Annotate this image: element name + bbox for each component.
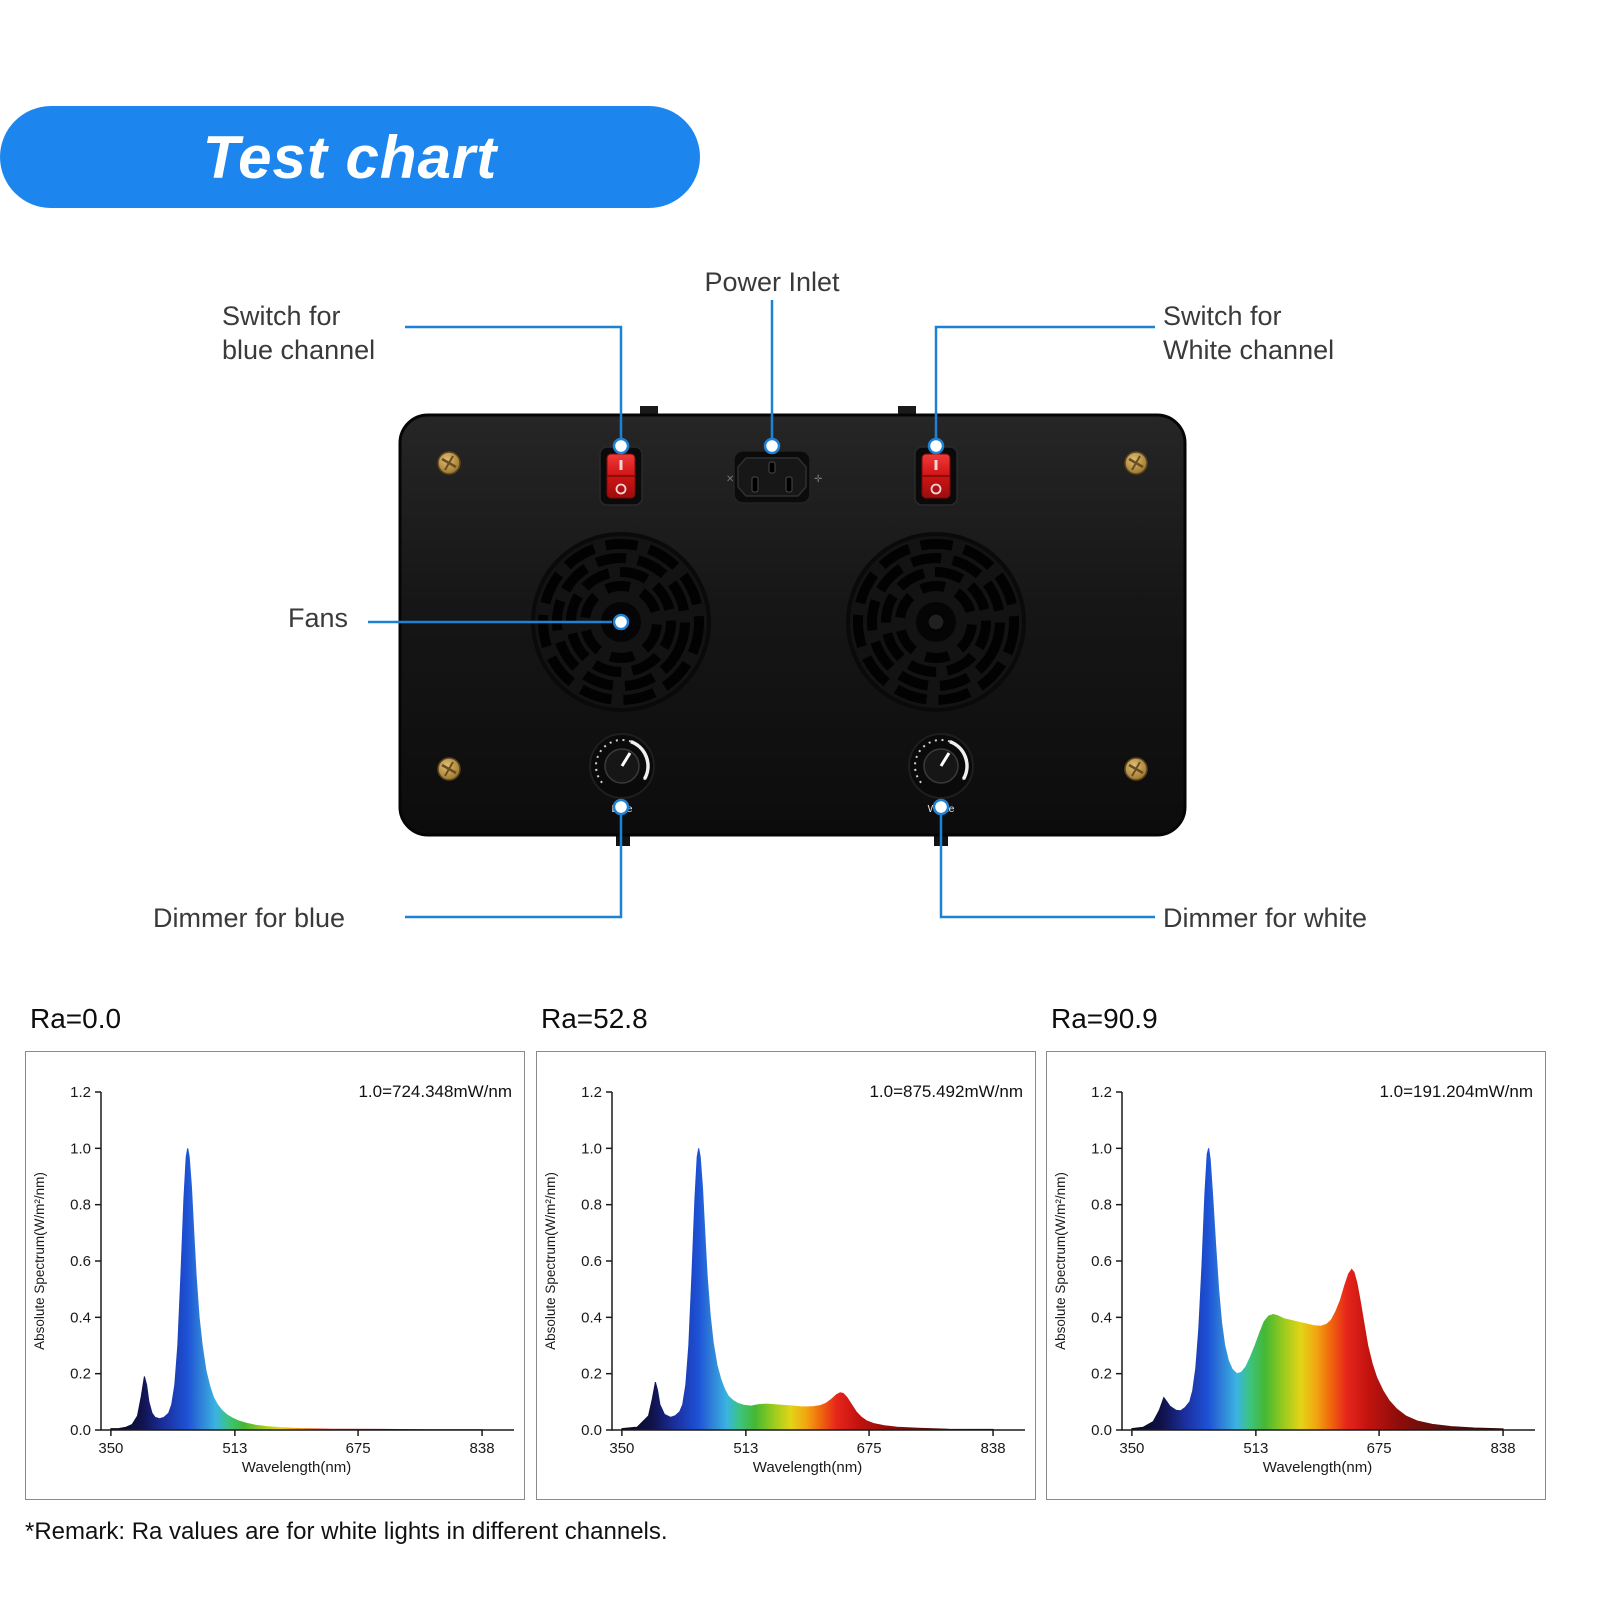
- x-tick-label: 350: [609, 1440, 634, 1457]
- y-tick-label: 0.4: [581, 1309, 602, 1326]
- chart-annotation: 1.0=191.204mW/nm: [1379, 1082, 1533, 1101]
- y-tick-label: 0.8: [581, 1197, 602, 1214]
- x-tick-label: 675: [346, 1440, 371, 1457]
- device-diagram: ✕ ✛: [368, 300, 1187, 919]
- axes: [611, 1092, 1025, 1431]
- x-axis-label: Wavelength(nm): [242, 1459, 351, 1476]
- y-axis-label: Absolute Spectrum(W/m²/nm): [32, 1172, 47, 1350]
- spectrum-area: [110, 1148, 483, 1431]
- x-tick-label: 675: [857, 1440, 882, 1457]
- y-tick-label: 0.6: [1091, 1253, 1112, 1270]
- chart-panel: 0.0 0.2 0.4 0.6 0.8 1.0 1.2 350 513 675 838 Absolut…: [1046, 1051, 1546, 1500]
- screw-icon: [1124, 451, 1148, 475]
- label-power-inlet: Power Inlet: [704, 267, 840, 297]
- label-switch-white-line1: Switch for: [1163, 301, 1282, 331]
- white-channel-switch: [914, 446, 958, 506]
- y-tick-label: 0.0: [70, 1422, 91, 1439]
- callout-dot: [612, 798, 630, 816]
- chart-block-3: Ra=90.9 0.0 0.2 0.4 0.6 0.8 1.0 1.2 350 513 675 83…: [1046, 1003, 1546, 1500]
- chart-panel: 0.0 0.2 0.4 0.6 0.8 1.0 1.2 350 513 675 838 Absolut…: [536, 1051, 1036, 1500]
- y-tick-label: 0.2: [1091, 1366, 1112, 1383]
- callout-dot: [763, 437, 781, 455]
- x-tick-label: 838: [1491, 1440, 1516, 1457]
- chart-panel: 0.0 0.2 0.4 0.6 0.8 1.0 1.2 350 513 675 838 Absolut…: [25, 1051, 525, 1500]
- y-tick-label: 0.0: [581, 1422, 602, 1439]
- chart-annotation: 1.0=875.492mW/nm: [869, 1082, 1023, 1101]
- fan-right-icon: [846, 532, 1026, 712]
- label-switch-white-line2: White channel: [1163, 334, 1335, 365]
- y-tick-label: 1.2: [1091, 1084, 1112, 1101]
- screw-icon: [437, 757, 461, 781]
- y-tick-label: 0.2: [70, 1366, 91, 1383]
- y-tick-label: 0.6: [70, 1253, 91, 1270]
- y-tick-label: 1.2: [70, 1084, 91, 1101]
- device-panel: [398, 413, 1187, 837]
- axes: [100, 1092, 514, 1431]
- y-tick-label: 0.2: [581, 1366, 602, 1383]
- x-tick-label: 513: [222, 1440, 247, 1457]
- y-tick-label: 0.6: [581, 1253, 602, 1270]
- spectrum-plot: 0.0 0.2 0.4 0.6 0.8 1.0 1.2 350 513 675 838 Absolut…: [543, 1084, 1025, 1476]
- x-tick-label: 838: [981, 1440, 1006, 1457]
- y-tick-label: 0.8: [70, 1197, 91, 1214]
- label-fans: Fans: [288, 603, 349, 633]
- x-tick-label: 350: [98, 1440, 123, 1457]
- y-tick-label: 1.0: [70, 1140, 91, 1157]
- screw-icon: [1124, 757, 1148, 781]
- screw-icon: [437, 451, 461, 475]
- chart-title: Ra=52.8: [541, 1003, 648, 1034]
- x-tick-label: 675: [1367, 1440, 1392, 1457]
- chart-title: Ra=90.9: [1051, 1003, 1158, 1034]
- callout-dot: [612, 437, 630, 455]
- callout-line-dimmer-white: [939, 814, 1155, 919]
- x-tick-label: 350: [1119, 1440, 1144, 1457]
- x-tick-label: 838: [470, 1440, 495, 1457]
- label-switch-blue-line2: blue channel: [222, 334, 376, 365]
- spectrum-area: [1131, 1148, 1504, 1431]
- y-tick-label: 0.4: [1091, 1309, 1112, 1326]
- spectrum-plot: 0.0 0.2 0.4 0.6 0.8 1.0 1.2 350 513 675 838 Absolut…: [1053, 1084, 1535, 1476]
- power-inlet: ✕ ✛: [726, 450, 822, 504]
- page-title: Test chart: [202, 123, 498, 191]
- spectrum-plot: 0.0 0.2 0.4 0.6 0.8 1.0 1.2 350 513 675 838 Absolut…: [32, 1084, 514, 1476]
- label-switch-blue-line1: Switch for: [222, 301, 341, 331]
- remark-text: *Remark: Ra values are for white lights …: [25, 1518, 668, 1545]
- y-tick-label: 1.2: [581, 1084, 602, 1101]
- inlet-mark: ✕: [726, 474, 734, 485]
- callout-dot: [927, 437, 945, 455]
- chart-block-1: Ra=0.0 0.0 0.2 0.4 0.6 0.8 1.0 1.2 350 513 675 838…: [25, 1003, 525, 1500]
- white-dimmer-knob: White: [908, 733, 974, 815]
- x-tick-label: 513: [1243, 1440, 1268, 1457]
- y-tick-label: 0.4: [70, 1309, 91, 1326]
- inlet-mark: ✛: [814, 474, 822, 485]
- x-axis-label: Wavelength(nm): [1263, 1459, 1372, 1476]
- blue-dimmer-knob: Blue: [589, 733, 655, 815]
- callout-line-switch-blue: [405, 325, 623, 438]
- y-axis-label: Absolute Spectrum(W/m²/nm): [1053, 1172, 1068, 1350]
- x-axis-label: Wavelength(nm): [753, 1459, 862, 1476]
- spectrum-area: [621, 1148, 994, 1431]
- y-tick-label: 1.0: [581, 1140, 602, 1157]
- y-axis-label: Absolute Spectrum(W/m²/nm): [543, 1172, 558, 1350]
- x-tick-label: 513: [733, 1440, 758, 1457]
- callout-dot: [612, 613, 630, 631]
- chart-title: Ra=0.0: [30, 1003, 122, 1034]
- label-switch-blue: Switch for blue channel: [222, 300, 375, 368]
- label-switch-white: Switch for White channel: [1163, 300, 1334, 368]
- y-tick-label: 1.0: [1091, 1140, 1112, 1157]
- callout-line-dimmer-blue: [405, 814, 623, 919]
- y-tick-label: 0.8: [1091, 1197, 1112, 1214]
- blue-channel-switch: [599, 446, 643, 506]
- callout-line-switch-white: [934, 325, 1155, 438]
- chart-annotation: 1.0=724.348mW/nm: [358, 1082, 512, 1101]
- chart-block-2: Ra=52.8 0.0 0.2 0.4 0.6 0.8 1.0 1.2 350 513 675 83…: [536, 1003, 1036, 1500]
- label-dimmer-white: Dimmer for white: [1163, 903, 1368, 933]
- label-dimmer-blue: Dimmer for blue: [153, 903, 346, 933]
- y-tick-label: 0.0: [1091, 1422, 1112, 1439]
- banner: Test chart: [0, 106, 700, 208]
- callout-dot: [932, 798, 950, 816]
